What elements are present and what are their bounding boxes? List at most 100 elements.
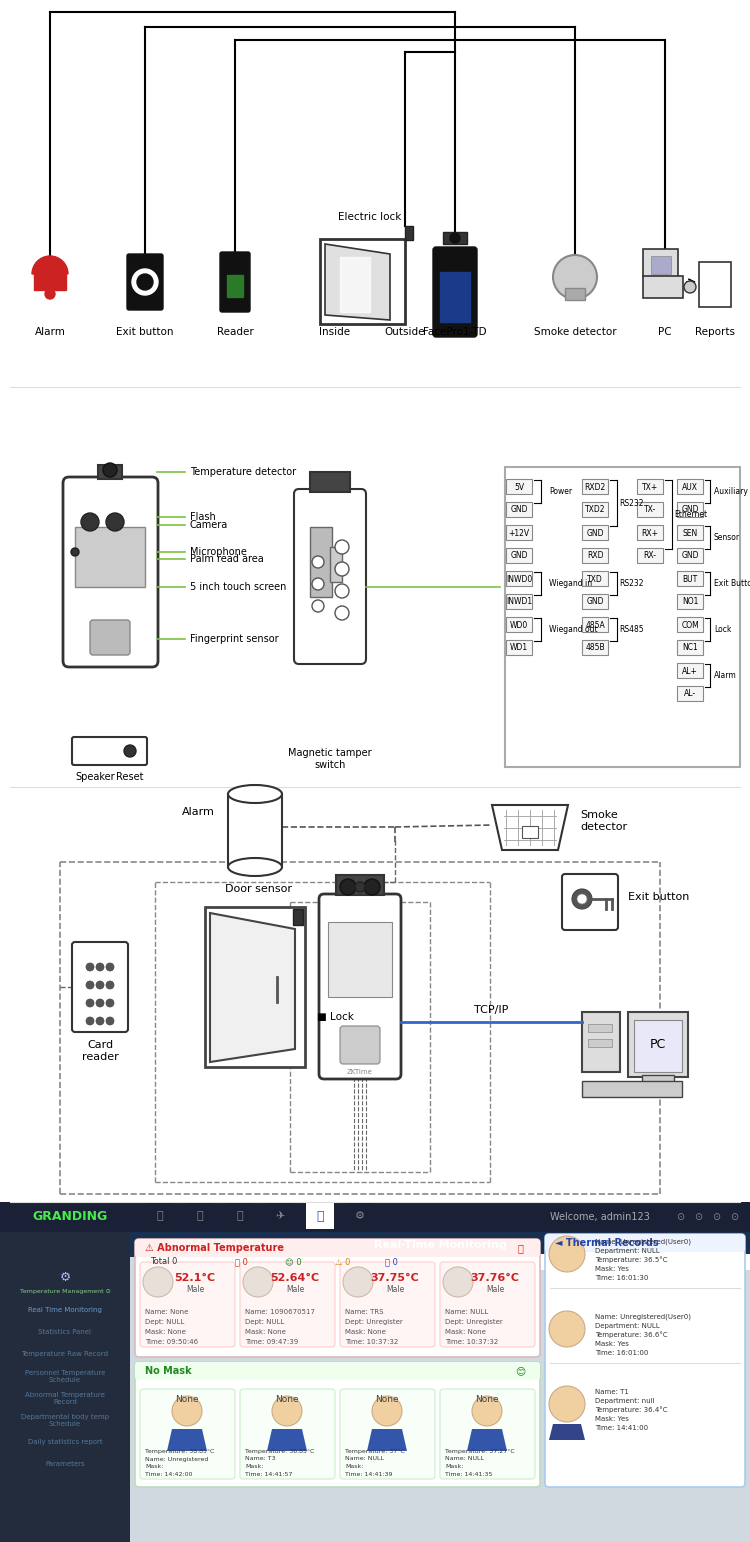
FancyBboxPatch shape	[340, 1389, 435, 1479]
Text: Dept: Unregister: Dept: Unregister	[445, 1318, 503, 1325]
Circle shape	[143, 1268, 173, 1297]
Text: RS232: RS232	[619, 498, 644, 507]
Bar	[0, 786, 750, 1203]
Text: RX+: RX+	[641, 529, 658, 538]
Text: Smoke: Smoke	[580, 810, 618, 820]
Text: Mask: Yes: Mask: Yes	[595, 1266, 628, 1272]
Bar	[346, 1203, 374, 1229]
Text: Real Time Monitoring: Real Time Monitoring	[28, 1308, 102, 1312]
Circle shape	[86, 999, 94, 1007]
FancyBboxPatch shape	[440, 1261, 535, 1348]
Circle shape	[684, 281, 696, 293]
Text: Exit Button: Exit Button	[714, 578, 750, 588]
Text: Temperature Raw Record: Temperature Raw Record	[22, 1351, 109, 1357]
Bar	[677, 524, 703, 540]
Text: ⊙: ⊙	[676, 1212, 684, 1221]
Text: Temperature: 36.4°C: Temperature: 36.4°C	[595, 1406, 668, 1414]
Text: TXD2: TXD2	[585, 506, 605, 515]
Circle shape	[367, 924, 383, 941]
Circle shape	[312, 578, 324, 591]
Wedge shape	[32, 256, 68, 274]
Text: Door sensor: Door sensor	[225, 884, 292, 894]
Text: ⚙: ⚙	[355, 1210, 365, 1221]
Text: Time: 10:37:32: Time: 10:37:32	[345, 1338, 398, 1345]
Text: Temperature: 36.6°C: Temperature: 36.6°C	[595, 1332, 668, 1338]
Text: WD0: WD0	[510, 620, 528, 629]
Text: AL-: AL-	[684, 689, 696, 699]
Bar	[637, 480, 663, 493]
Text: Time: 09:47:39: Time: 09:47:39	[245, 1338, 298, 1345]
Text: ⊙: ⊙	[712, 1212, 720, 1221]
Bar	[135, 1254, 750, 1271]
Circle shape	[355, 882, 365, 891]
Bar	[677, 594, 703, 609]
Circle shape	[86, 1018, 94, 1025]
Text: RXD: RXD	[586, 552, 603, 560]
Bar	[146, 1203, 174, 1229]
Bar	[340, 258, 370, 311]
Polygon shape	[367, 1429, 407, 1451]
Text: None: None	[476, 1394, 499, 1403]
Bar	[582, 547, 608, 563]
Circle shape	[172, 1396, 202, 1426]
Text: Name: 1090670517: Name: 1090670517	[245, 1309, 315, 1315]
Text: 👤: 👤	[157, 1210, 164, 1221]
Bar	[130, 1232, 750, 1257]
FancyBboxPatch shape	[545, 1234, 745, 1486]
Bar	[677, 640, 703, 655]
Text: detector: detector	[580, 822, 627, 833]
Text: 52.1°C: 52.1°C	[175, 1274, 215, 1283]
Bar	[635, 1082, 681, 1093]
Text: reader: reader	[82, 1052, 118, 1062]
Bar	[677, 617, 703, 632]
Bar	[226, 1203, 254, 1229]
Text: GRANDING: GRANDING	[32, 1210, 108, 1223]
FancyBboxPatch shape	[562, 874, 618, 930]
Text: INWD0: INWD0	[506, 575, 532, 583]
Bar	[677, 663, 703, 678]
Polygon shape	[492, 805, 568, 850]
Bar	[582, 1012, 620, 1072]
Text: Mask:: Mask:	[145, 1465, 164, 1470]
Text: Palm read area: Palm read area	[190, 554, 264, 564]
Circle shape	[312, 600, 324, 612]
Text: Sensor: Sensor	[714, 534, 740, 541]
Bar	[588, 1024, 612, 1032]
FancyBboxPatch shape	[135, 1240, 540, 1257]
Text: 🛡: 🛡	[316, 1209, 324, 1223]
Text: Time: 16:01:00: Time: 16:01:00	[595, 1349, 648, 1355]
Bar	[0, 387, 750, 786]
Text: Reports: Reports	[695, 327, 735, 338]
Text: Name: TRS: Name: TRS	[345, 1309, 383, 1315]
Text: +12V: +12V	[509, 529, 530, 538]
Text: Time: 14:41:39: Time: 14:41:39	[345, 1473, 392, 1477]
FancyBboxPatch shape	[63, 476, 158, 668]
Circle shape	[124, 745, 136, 757]
Text: Auxiliary input: Auxiliary input	[714, 487, 750, 497]
Circle shape	[103, 463, 117, 476]
Circle shape	[340, 879, 356, 894]
Text: Temperature: 38.85°C: Temperature: 38.85°C	[145, 1448, 214, 1454]
Circle shape	[335, 561, 349, 577]
Bar	[505, 467, 740, 766]
Text: Temperature Management ⊙: Temperature Management ⊙	[20, 1289, 110, 1294]
Bar	[582, 640, 608, 655]
Text: Statistics Panel: Statistics Panel	[38, 1329, 92, 1335]
Text: Real-Time Monitoring: Real-Time Monitoring	[374, 1240, 506, 1251]
Bar	[228, 794, 282, 867]
Text: No Mask: No Mask	[145, 1366, 192, 1375]
FancyBboxPatch shape	[433, 247, 477, 338]
FancyBboxPatch shape	[294, 489, 366, 665]
FancyBboxPatch shape	[135, 1240, 540, 1357]
FancyBboxPatch shape	[72, 737, 147, 765]
Bar	[582, 480, 608, 493]
Circle shape	[335, 540, 349, 554]
FancyBboxPatch shape	[340, 1261, 435, 1348]
FancyBboxPatch shape	[340, 1025, 380, 1064]
Text: Mask: None: Mask: None	[345, 1329, 386, 1335]
Bar	[0, 1232, 130, 1542]
Text: ✈: ✈	[275, 1210, 285, 1221]
Bar	[677, 571, 703, 586]
Bar	[699, 262, 731, 307]
Circle shape	[106, 513, 124, 530]
